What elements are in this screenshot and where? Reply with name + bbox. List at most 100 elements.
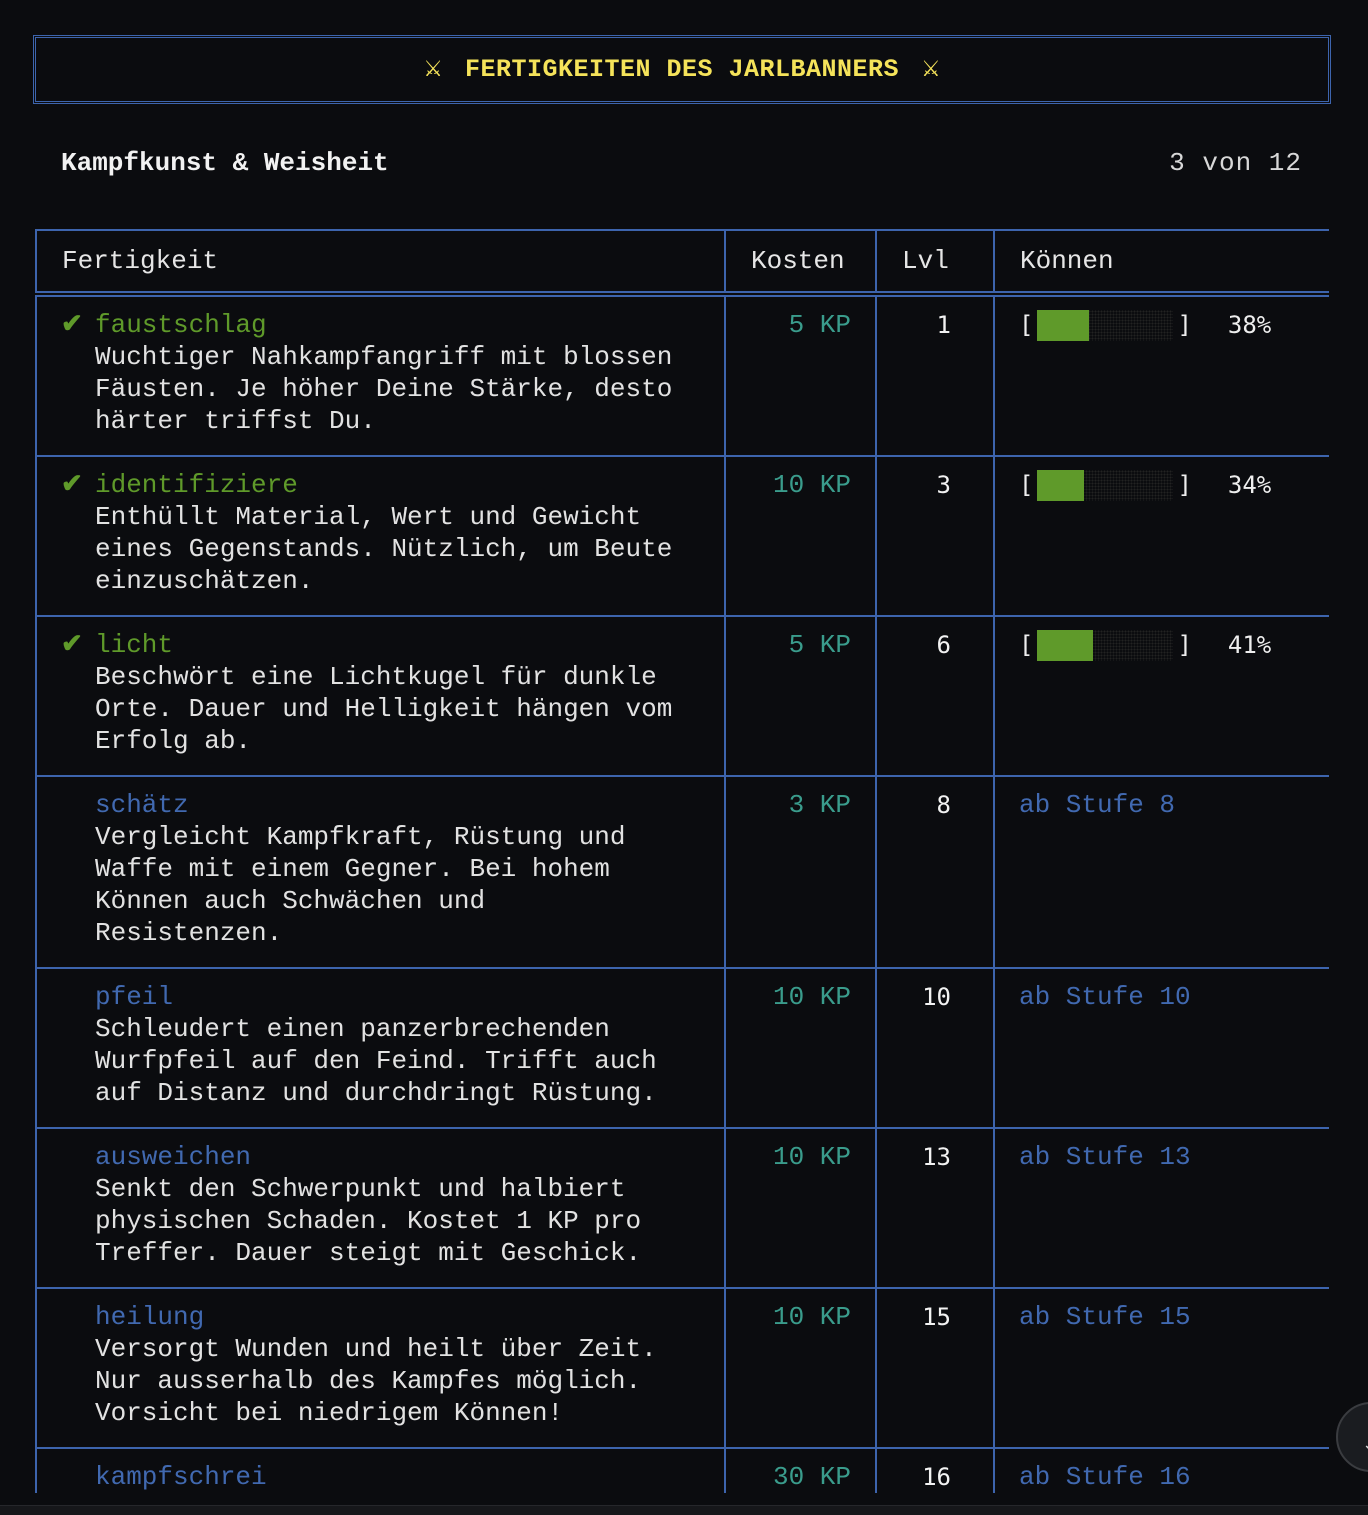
proficiency-cell: [] 34% [993,455,1329,617]
skill-description: Versorgt Wunden und heilt über Zeit. Nur… [95,1334,657,1428]
proficiency-fill [1037,469,1084,501]
table-row[interactable]: ✔ identifiziere Enthüllt Material, Wert u… [35,455,1329,617]
skill-cost: 30 KP [724,1447,877,1493]
table-row[interactable]: kampfschrei 30 KP 16 ab Stufe 16 [35,1447,1329,1493]
bracket-open: [ [1019,311,1034,339]
column-header-cost: Kosten [724,229,877,295]
proficiency-cell: ab Stufe 15 [993,1287,1329,1449]
skill-cell: ✔ faustschlag Wuchtiger Nahkampfangriff m… [35,293,726,457]
skills-table: Fertigkeit Kosten Lvl Können ✔ faustschla… [35,229,1329,1493]
skill-description: Wuchtiger Nahkampfangriff mit blossen Fä… [95,342,673,436]
unlock-level: ab Stufe 10 [1019,982,1191,1012]
skill-name[interactable]: licht [95,630,174,660]
check-placeholder [61,1141,95,1173]
skill-cost: 3 KP [724,775,877,969]
proficiency-track [1037,309,1174,341]
bracket-open: [ [1019,471,1034,499]
table-row[interactable]: ✔ licht Beschwört eine Lichtkugel für dun… [35,615,1329,777]
skill-name[interactable]: heilung [95,1302,205,1332]
proficiency-percent: 34% [1227,471,1272,499]
skill-description: Vergleicht Kampfkraft, Rüstung und Waffe… [95,822,626,948]
skill-cell: pfeil Schleudert einen panzerbrechenden … [35,967,726,1129]
proficiency-track [1037,629,1174,661]
column-header-proficiency: Können [993,229,1329,295]
crossed-swords-icon: ⚔ [423,57,443,83]
proficiency-percent: 38% [1227,311,1272,339]
page-title: FERTIGKEITEN DES JARLBANNERS [464,55,900,84]
proficiency-cell: ab Stufe 16 [993,1447,1329,1493]
proficiency-fill [1037,629,1094,661]
skill-cost: 5 KP [724,293,877,457]
section-title: Kampfkunst & Weisheit [61,148,389,178]
skill-name[interactable]: ausweichen [95,1142,252,1172]
proficiency-cell: [] 38% [993,293,1329,457]
title-banner: ⚔ FERTIGKEITEN DES JARLBANNERS ⚔ [33,35,1331,104]
unlock-level: ab Stufe 13 [1019,1142,1191,1172]
check-placeholder [61,789,95,821]
skill-cell: schätz Vergleicht Kampfkraft, Rüstung un… [35,775,726,969]
proficiency-cell: [] 41% [993,615,1329,777]
table-row[interactable]: heilung Versorgt Wunden und heilt über Z… [35,1287,1329,1449]
skill-level: 3 [875,455,995,617]
bottom-bar [0,1505,1368,1515]
chevron-down-icon: ⌄ [1362,1434,1368,1456]
proficiency-cell: ab Stufe 13 [993,1127,1329,1289]
skill-name[interactable]: schätz [95,790,189,820]
proficiency-cell: ab Stufe 10 [993,967,1329,1129]
skill-level: 6 [875,615,995,777]
check-placeholder [61,981,95,1013]
proficiency-cell: ab Stufe 8 [993,775,1329,969]
skill-level: 13 [875,1127,995,1289]
skill-description: Enthüllt Material, Wert und Gewicht eine… [95,502,673,596]
table-row[interactable]: schätz Vergleicht Kampfkraft, Rüstung un… [35,775,1329,969]
unlock-level: ab Stufe 8 [1019,790,1176,820]
bracket-close: ] [1177,471,1192,499]
skill-description: Senkt den Schwerpunkt und halbiert physi… [95,1174,642,1268]
skill-cost: 10 KP [724,1287,877,1449]
unlock-level: ab Stufe 15 [1019,1302,1191,1332]
scroll-down-button[interactable]: ⌄ [1336,1402,1368,1472]
bracket-close: ] [1177,631,1192,659]
skill-level: 10 [875,967,995,1129]
skill-cell: ✔ identifiziere Enthüllt Material, Wert u… [35,455,726,617]
skill-description: Beschwört eine Lichtkugel für dunkle Ort… [95,662,673,756]
skill-cost: 5 KP [724,615,877,777]
skill-description: Schleudert einen panzerbrechenden Wurfpf… [95,1014,657,1108]
column-header-skill: Fertigkeit [35,229,726,295]
crossed-swords-icon: ⚔ [921,57,941,83]
proficiency-bar: [] 34% [1019,469,1329,501]
check-placeholder [61,1461,95,1493]
skill-cost: 10 KP [724,967,877,1129]
skill-name[interactable]: pfeil [95,982,174,1012]
skill-cost: 10 KP [724,455,877,617]
skill-cell: ✔ licht Beschwört eine Lichtkugel für dun… [35,615,726,777]
skill-cell: heilung Versorgt Wunden und heilt über Z… [35,1287,726,1449]
skill-level: 1 [875,293,995,457]
skill-name[interactable]: kampfschrei [95,1462,267,1492]
skill-name[interactable]: identifiziere [95,470,298,500]
checkmark-icon: ✔ [61,310,83,340]
skill-cell: ausweichen Senkt den Schwerpunkt und hal… [35,1127,726,1289]
learned-count: 3 von 12 [1169,148,1302,178]
bracket-close: ] [1177,311,1192,339]
checkmark-icon: ✔ [61,630,83,660]
bracket-open: [ [1019,631,1034,659]
table-header: Fertigkeit Kosten Lvl Können [35,229,1329,295]
table-row[interactable]: pfeil Schleudert einen panzerbrechenden … [35,967,1329,1129]
skill-cost: 10 KP [724,1127,877,1289]
table-row[interactable]: ✔ faustschlag Wuchtiger Nahkampfangriff m… [35,293,1329,457]
checkmark-icon: ✔ [61,470,83,500]
skill-level: 16 [875,1447,995,1493]
proficiency-bar: [] 41% [1019,629,1329,661]
unlock-level: ab Stufe 16 [1019,1462,1191,1492]
proficiency-bar: [] 38% [1019,309,1329,341]
proficiency-track [1037,469,1174,501]
skill-name[interactable]: faustschlag [95,310,267,340]
proficiency-percent: 41% [1227,631,1272,659]
check-placeholder [61,1301,95,1333]
column-header-level: Lvl [875,229,995,295]
skill-cell: kampfschrei [35,1447,726,1493]
proficiency-fill [1037,309,1090,341]
table-row[interactable]: ausweichen Senkt den Schwerpunkt und hal… [35,1127,1329,1289]
skill-level: 8 [875,775,995,969]
